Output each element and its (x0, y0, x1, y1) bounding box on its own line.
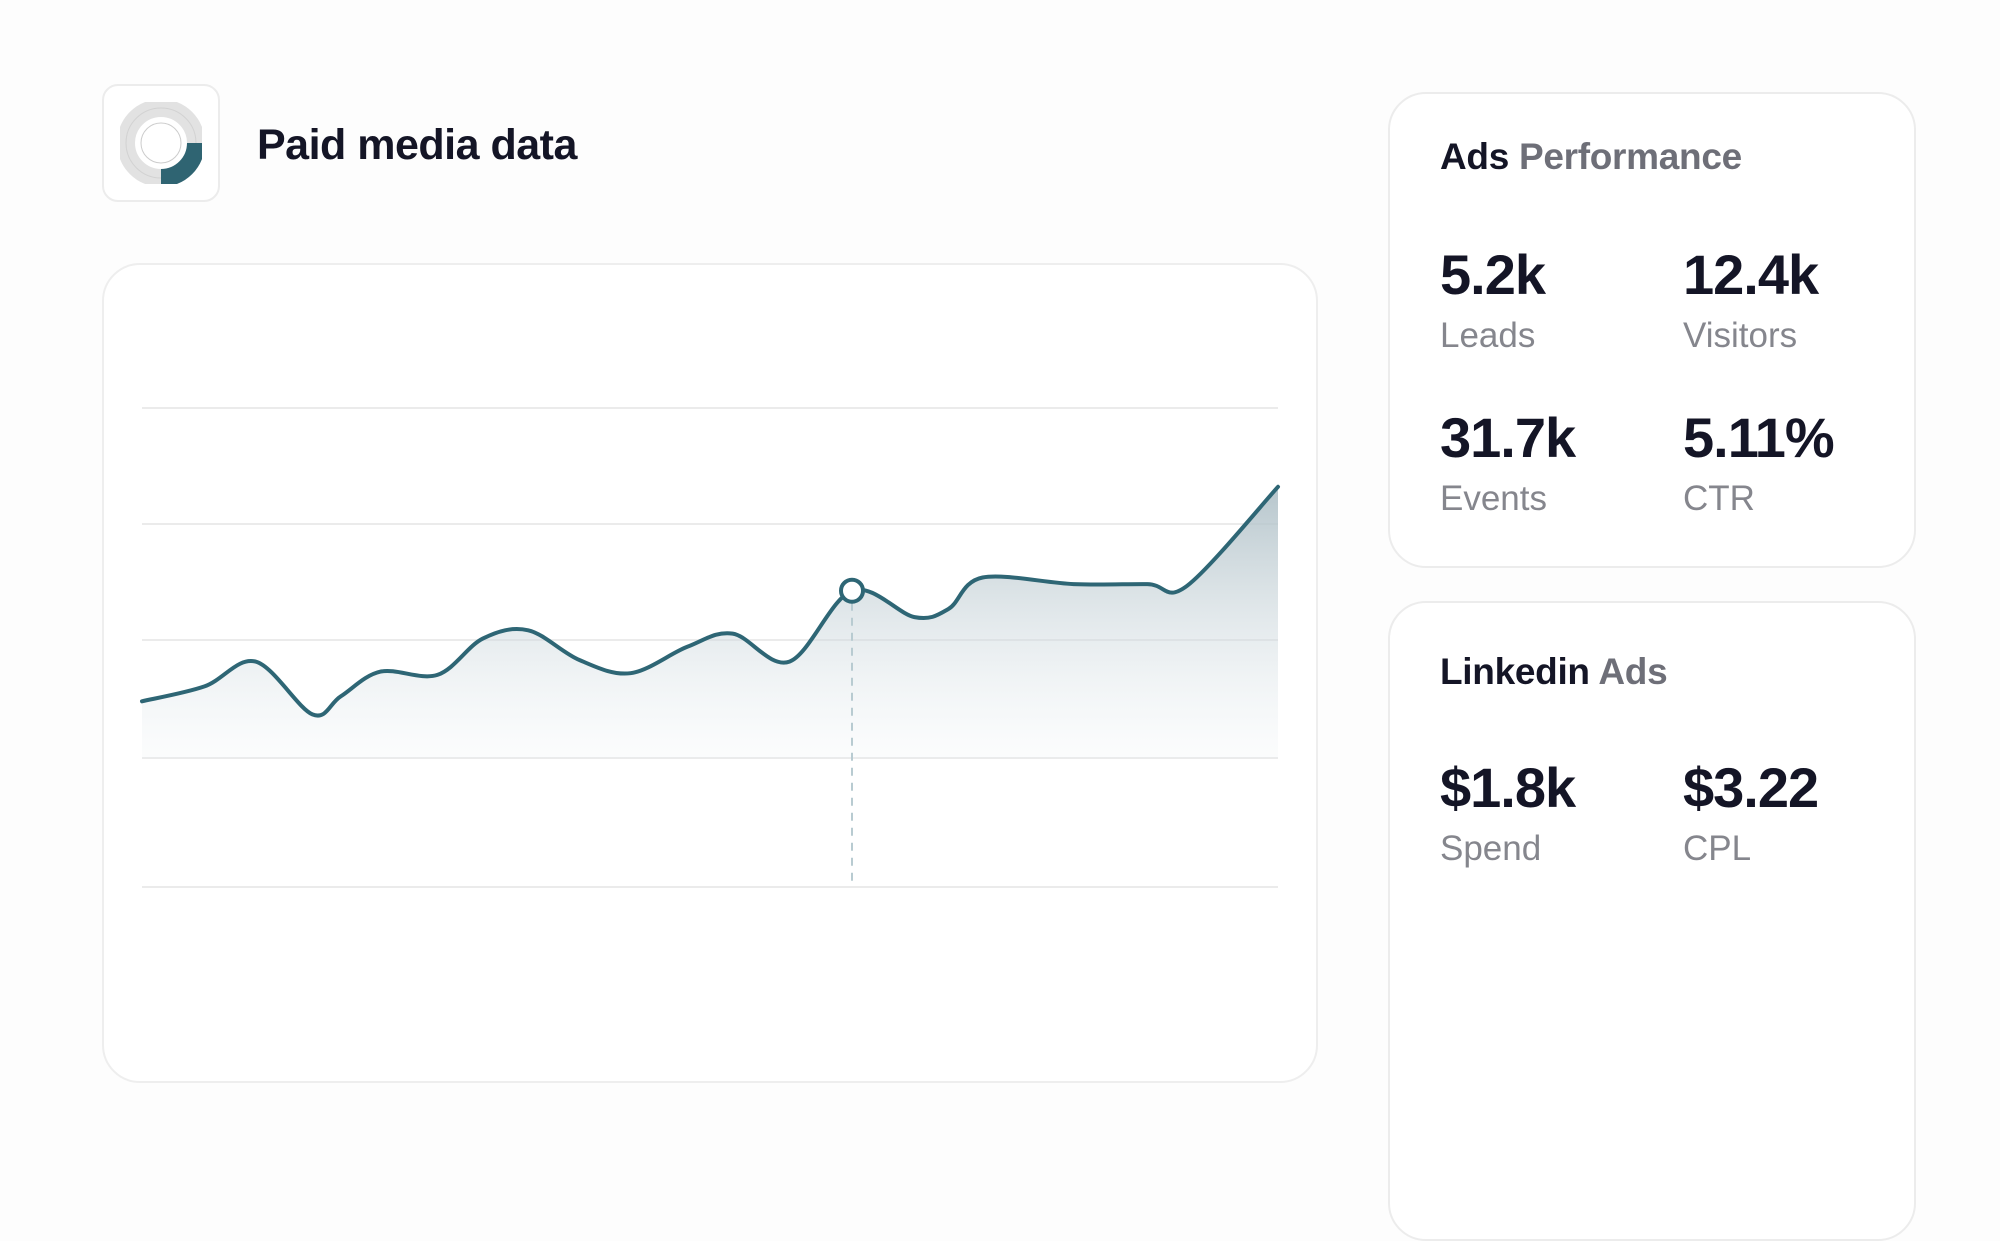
card-title-muted: Ads (1598, 651, 1668, 692)
metric-label: Spend (1440, 829, 1542, 868)
linkedin-ads-card: Linkedin Ads $1.8k Spend $3.22 CPL (1388, 601, 1916, 1241)
metric-value: 12.4k (1683, 243, 1819, 306)
metric-value: $1.8k (1440, 756, 1576, 819)
metric-events: 31.7k Events (1440, 405, 1576, 521)
metric-label: Leads (1440, 316, 1536, 355)
ads-performance-card: Ads Performance 5.2k Leads 12.4k Visitor… (1388, 92, 1916, 568)
metric-label: Events (1440, 479, 1547, 518)
card-title-strong: Linkedin (1440, 651, 1590, 692)
area-chart[interactable] (102, 263, 1318, 1083)
metric-ctr: 5.11% CTR (1683, 405, 1835, 521)
metric-spend: $1.8k Spend (1440, 755, 1576, 871)
metric-label: CTR (1683, 479, 1755, 518)
card-title: Linkedin Ads (1440, 649, 1668, 695)
donut-chart-icon (120, 102, 202, 184)
metric-value: $3.22 (1683, 756, 1819, 819)
metric-label: CPL (1683, 829, 1752, 868)
card-title: Ads Performance (1440, 134, 1742, 180)
page-title: Paid media data (257, 121, 577, 169)
card-title-muted: Performance (1518, 136, 1742, 177)
metric-value: 31.7k (1440, 406, 1576, 469)
area-fill (142, 486, 1278, 758)
metric-value: 5.2k (1440, 243, 1546, 306)
card-title-strong: Ads (1440, 136, 1509, 177)
data-point-marker[interactable] (839, 577, 865, 604)
metric-label: Visitors (1683, 316, 1798, 355)
metric-visitors: 12.4k Visitors (1683, 242, 1819, 358)
series-line (140, 484, 1280, 718)
metric-value: 5.11% (1683, 406, 1835, 469)
app-logo-box (102, 84, 220, 202)
metric-cpl: $3.22 CPL (1683, 755, 1819, 871)
metric-leads: 5.2k Leads (1440, 242, 1546, 358)
